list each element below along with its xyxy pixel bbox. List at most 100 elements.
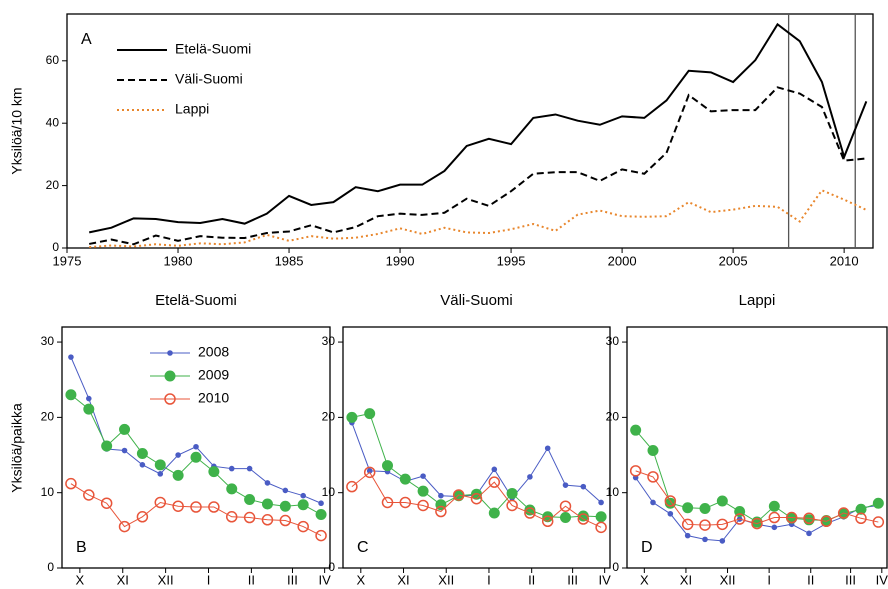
y-tick-label: 40 xyxy=(46,115,60,129)
data-point xyxy=(154,459,166,471)
data-point xyxy=(83,489,95,501)
data-point xyxy=(855,503,867,515)
data-point xyxy=(562,482,569,488)
x-tick-label: IV xyxy=(599,572,612,587)
data-point xyxy=(136,511,149,523)
data-point xyxy=(820,515,833,528)
x-tick-label: 1995 xyxy=(497,253,526,268)
data-point xyxy=(751,517,763,530)
data-point xyxy=(470,492,483,505)
x-tick-label: XI xyxy=(117,572,129,587)
data-point xyxy=(282,487,289,494)
panel-label: D xyxy=(641,539,653,556)
data-point xyxy=(560,512,571,524)
y-tick-label: 0 xyxy=(612,560,619,574)
data-point xyxy=(577,513,590,525)
x-tick-label: II xyxy=(807,572,814,587)
data-point xyxy=(506,499,518,512)
panel-title: Etelä-Suomi xyxy=(155,292,237,309)
data-point xyxy=(872,497,884,509)
legend-label: Väli-Suomi xyxy=(175,71,243,87)
legend-marker xyxy=(164,370,176,382)
data-point xyxy=(559,500,572,512)
data-point xyxy=(136,448,148,460)
y-tick-label: 20 xyxy=(41,410,55,424)
data-point xyxy=(399,496,412,509)
data-point xyxy=(208,466,220,478)
data-point xyxy=(438,492,444,499)
data-point xyxy=(279,500,291,512)
data-point xyxy=(733,513,746,525)
data-point xyxy=(595,521,607,534)
legend-marker xyxy=(164,393,176,405)
data-point xyxy=(630,424,642,436)
x-tick-label: X xyxy=(356,572,365,587)
data-point xyxy=(261,498,273,510)
y-tick-label: 20 xyxy=(46,178,60,192)
data-point xyxy=(855,512,867,525)
data-point xyxy=(208,501,220,513)
data-point xyxy=(300,492,307,499)
x-tick-label: 1980 xyxy=(164,253,193,268)
data-point xyxy=(699,503,711,515)
x-tick-label: 2000 xyxy=(608,253,637,268)
data-point xyxy=(629,465,642,477)
data-point xyxy=(647,471,659,483)
data-point xyxy=(346,411,358,423)
plot-frame xyxy=(66,13,874,249)
series-line xyxy=(70,356,322,504)
data-point xyxy=(190,501,202,513)
y-tick-label: 10 xyxy=(41,485,55,499)
data-point xyxy=(172,500,184,512)
x-tick-label: XII xyxy=(438,572,454,587)
data-point xyxy=(785,511,798,524)
data-point xyxy=(664,495,677,507)
data-point xyxy=(452,489,465,501)
data-point xyxy=(190,451,202,463)
legend-label: Lappi xyxy=(175,101,209,117)
data-point xyxy=(346,480,358,493)
series-line xyxy=(89,189,867,249)
data-point xyxy=(580,483,587,490)
panel-title: Lappi xyxy=(739,292,776,309)
data-point xyxy=(297,520,309,533)
data-point xyxy=(315,509,327,521)
data-point xyxy=(682,502,694,514)
data-point xyxy=(524,507,536,519)
x-tick-label: II xyxy=(528,572,535,587)
data-point xyxy=(420,473,426,479)
data-point xyxy=(139,462,146,468)
x-tick-label: 2005 xyxy=(719,253,748,268)
data-point xyxy=(193,443,199,450)
data-point xyxy=(803,512,815,525)
legend-label: 2008 xyxy=(198,344,229,360)
plot-frame xyxy=(342,326,611,569)
data-point xyxy=(65,389,77,401)
x-tick-label: I xyxy=(487,572,491,587)
data-point xyxy=(157,471,164,477)
plot-frame xyxy=(626,326,888,569)
data-point xyxy=(684,532,691,539)
x-tick-label: 1975 xyxy=(53,253,82,268)
x-tick-label: I xyxy=(207,572,211,587)
y-tick-label: 10 xyxy=(322,485,336,499)
y-tick-label: 60 xyxy=(46,53,60,67)
x-tick-label: X xyxy=(640,572,649,587)
data-point xyxy=(225,511,238,523)
legend-label: 2010 xyxy=(198,390,229,406)
x-tick-label: 2010 xyxy=(830,253,859,268)
data-point xyxy=(716,495,728,507)
y-tick-label: 30 xyxy=(606,334,620,348)
x-tick-label: 1990 xyxy=(386,253,415,268)
y-tick-label: 20 xyxy=(322,410,336,424)
data-point xyxy=(83,403,95,415)
data-point xyxy=(598,499,604,506)
data-point xyxy=(702,536,708,543)
data-point xyxy=(381,496,394,509)
data-point xyxy=(261,514,274,526)
series-line xyxy=(89,86,867,246)
data-point xyxy=(68,354,74,360)
data-point xyxy=(315,529,327,542)
data-point xyxy=(506,487,518,499)
